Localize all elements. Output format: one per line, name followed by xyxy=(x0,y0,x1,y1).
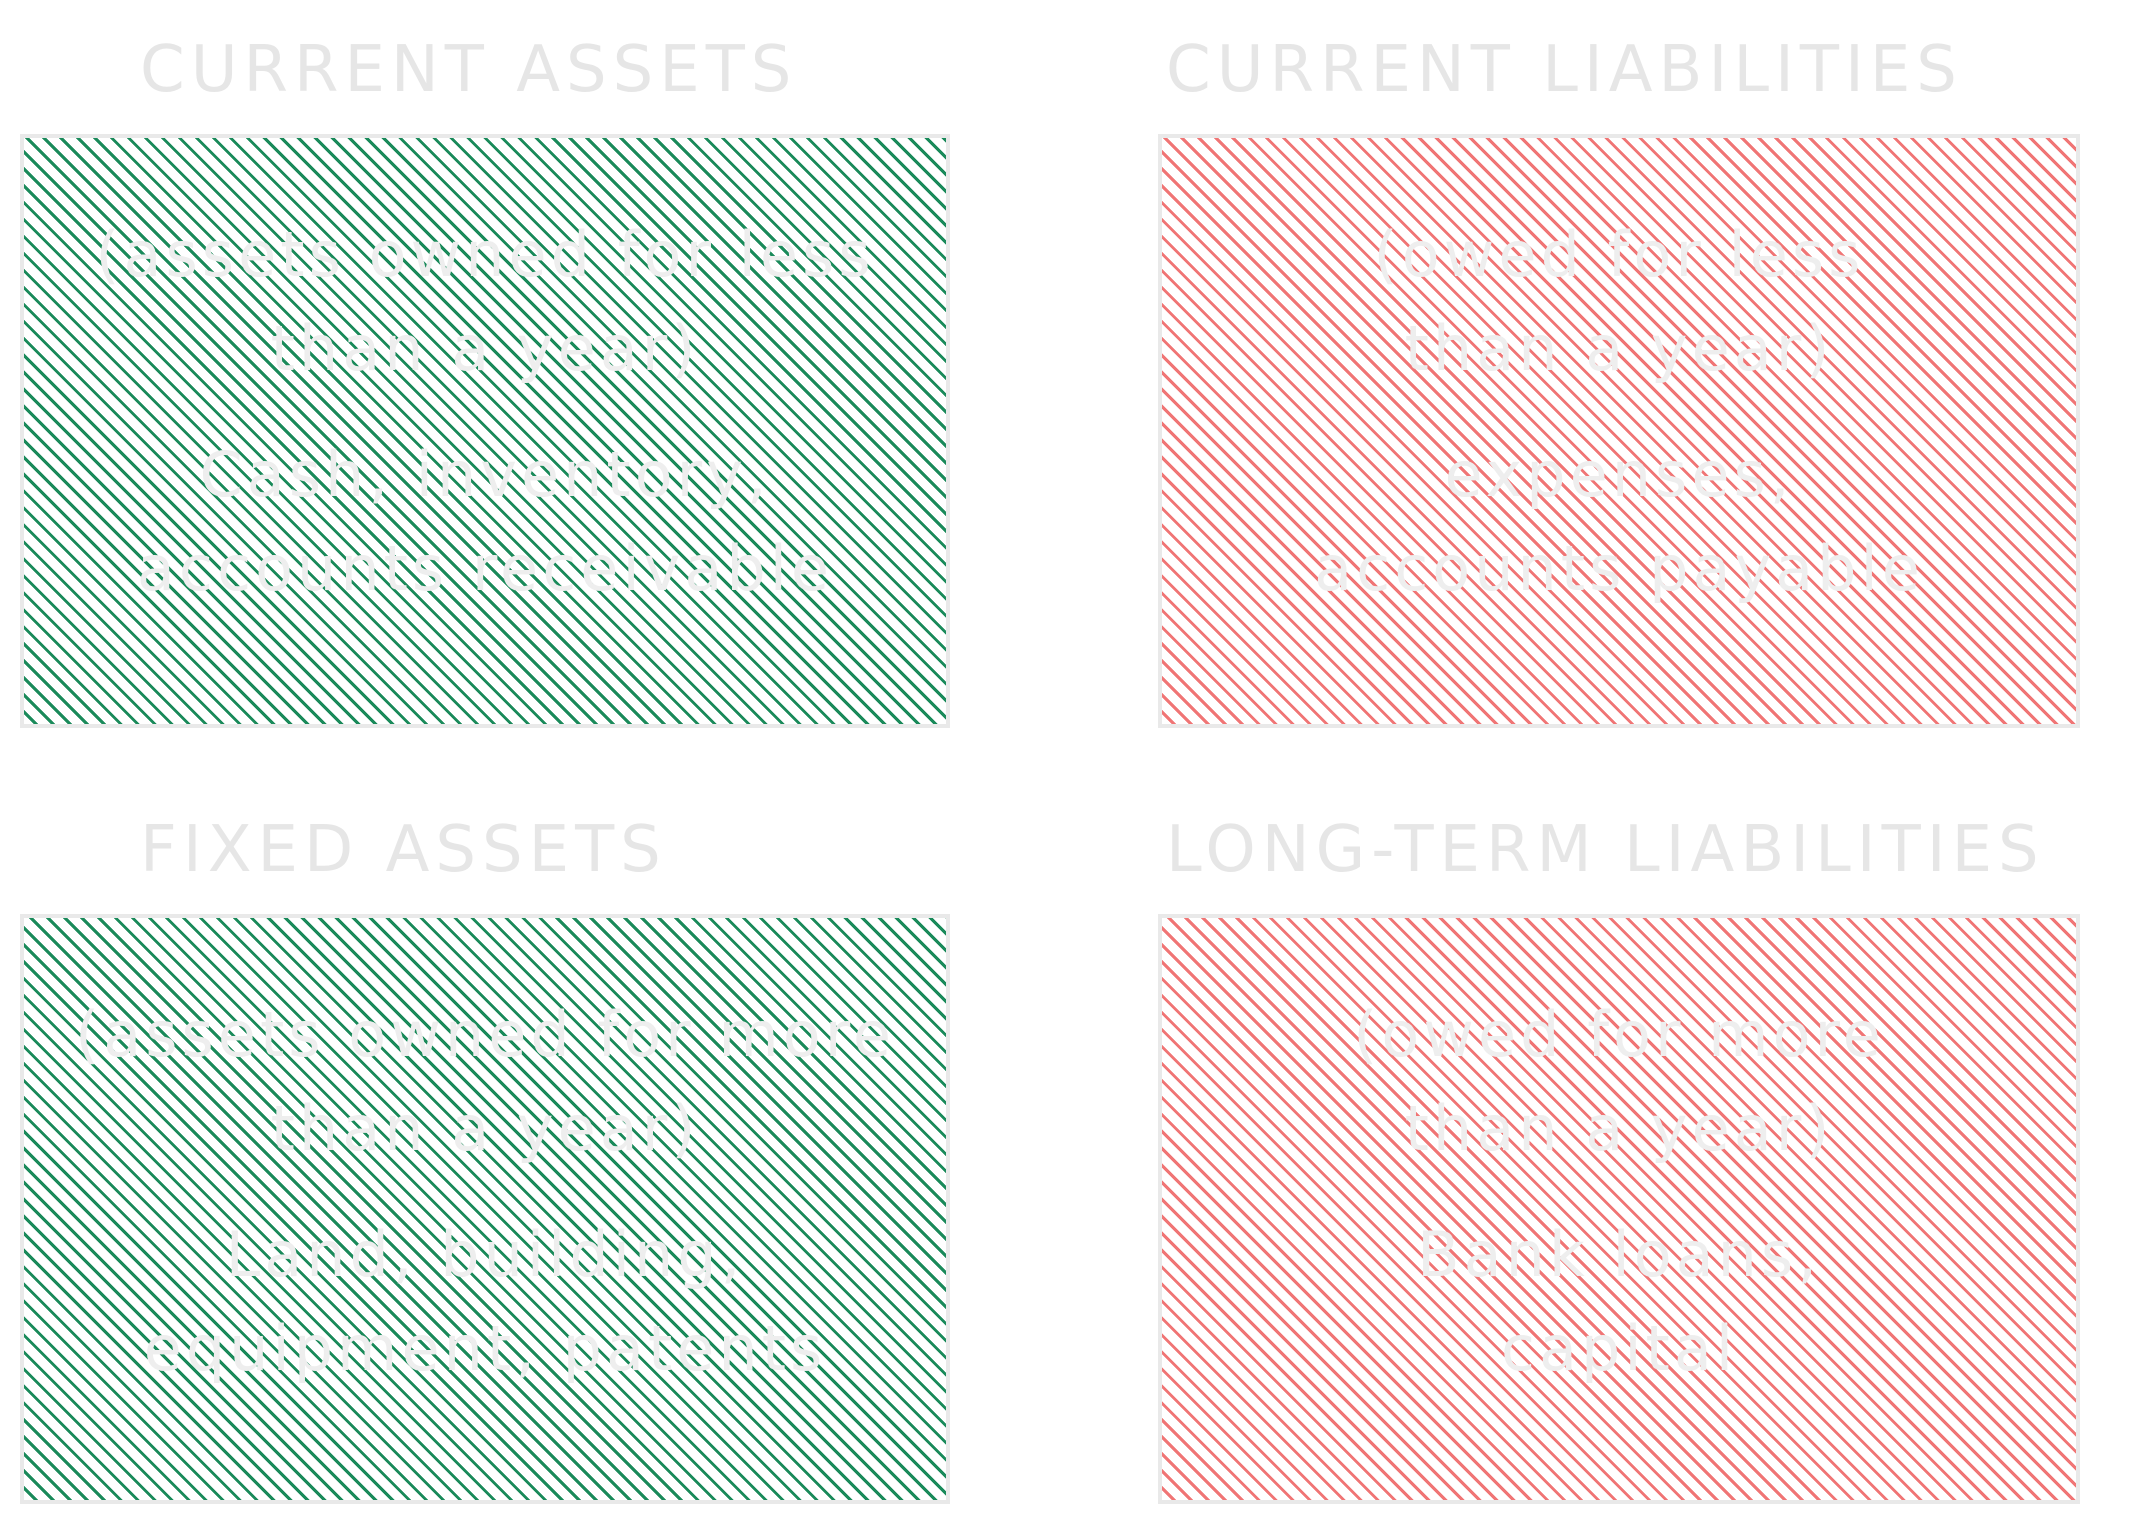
quadrant-title: CURRENT ASSETS xyxy=(140,33,798,107)
fixed-assets-text: (assets owned for more than a year) Land… xyxy=(24,988,946,1396)
long-term-liabilities-box: (owed for more than a year) Bank loans, … xyxy=(1158,914,2080,1504)
examples-line: Bank loans, xyxy=(1417,1218,1821,1291)
description-line: (owed for less xyxy=(1373,218,1865,291)
quadrant-fixed-assets: FIXED ASSETS (assets owned for more than… xyxy=(20,810,970,1510)
current-liabilities-text: (owed for less than a year) expenses, ac… xyxy=(1162,208,2076,616)
description-line: (assets owned for more xyxy=(75,998,895,1071)
description-line: than a year) xyxy=(270,1092,700,1165)
examples-line: accounts receivable xyxy=(136,532,834,605)
quadrant-title: CURRENT LIABILITIES xyxy=(1166,33,1963,107)
quadrant-long-term-liabilities: LONG-TERM LIABILITIES (owed for more tha… xyxy=(1158,810,2138,1510)
examples-line: accounts payable xyxy=(1314,532,1924,605)
fixed-assets-box: (assets owned for more than a year) Land… xyxy=(20,914,950,1504)
current-assets-text: (assets owned for less than a year) Cash… xyxy=(24,208,946,616)
current-assets-box: (assets owned for less than a year) Cash… xyxy=(20,134,950,728)
description-line: (owed for more xyxy=(1353,998,1885,1071)
examples-line: Land, building, xyxy=(225,1218,745,1291)
description-line: than a year) xyxy=(270,312,700,385)
description-line: (assets owned for less xyxy=(95,218,875,291)
quadrant-title: FIXED ASSETS xyxy=(140,813,667,887)
long-term-liabilities-text: (owed for more than a year) Bank loans, … xyxy=(1162,988,2076,1396)
examples-line: equipment, patents xyxy=(143,1312,827,1385)
description-line: than a year) xyxy=(1404,1092,1834,1165)
quadrant-current-liabilities: CURRENT LIABILITIES (owed for less than … xyxy=(1158,30,2118,750)
quadrant-current-assets: CURRENT ASSETS (assets owned for less th… xyxy=(20,30,970,750)
quadrant-title: LONG-TERM LIABILITIES xyxy=(1166,813,2045,887)
current-liabilities-box: (owed for less than a year) expenses, ac… xyxy=(1158,134,2080,728)
description-line: than a year) xyxy=(1404,312,1834,385)
examples-line: expenses, xyxy=(1444,438,1794,511)
examples-line: capital xyxy=(1500,1312,1738,1385)
examples-line: Cash, inventory, xyxy=(199,438,771,511)
